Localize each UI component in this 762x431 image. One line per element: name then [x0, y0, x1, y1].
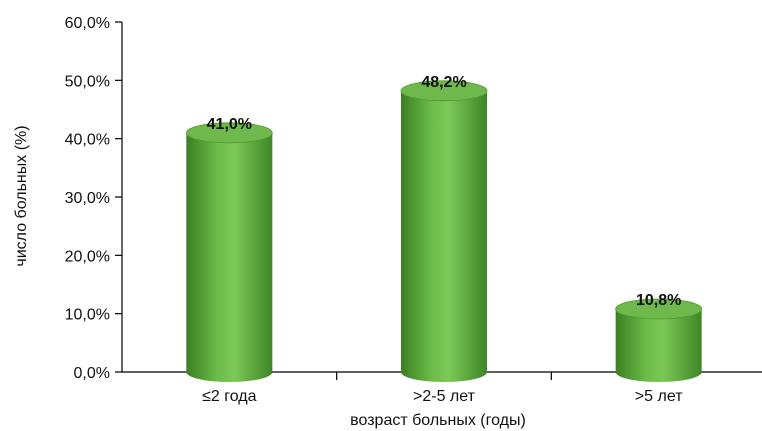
bar-body: [401, 90, 487, 382]
bar-body: [615, 309, 702, 382]
y-tick-label: 40,0%: [65, 132, 110, 149]
bar-top: [615, 298, 703, 320]
x-tick-label: ≤2 года: [202, 388, 256, 405]
bar-top: [400, 80, 488, 102]
x-tick-label: >5 лет: [635, 388, 683, 405]
y-tick-label: 50,0%: [65, 73, 110, 90]
bar-top: [185, 122, 273, 144]
y-ticks: 0,0% 10,0% 20,0% 30,0% 40,0% 50,0% 60,0%: [65, 15, 122, 382]
data-label: 10,8%: [636, 292, 681, 309]
data-labels: 41,0% 48,2% 10,8%: [207, 74, 682, 309]
data-label: 48,2%: [421, 74, 466, 91]
x-ticks: [336, 372, 552, 380]
bar: [400, 80, 488, 382]
bar: [615, 298, 703, 382]
y-axis-title: число больных (%): [13, 125, 30, 266]
y-tick-label: 10,0%: [65, 307, 110, 324]
bars: [185, 80, 703, 382]
y-tick-label: 60,0%: [65, 15, 110, 32]
y-tick-label: 20,0%: [65, 248, 110, 265]
x-tick-labels: ≤2 года >2-5 лет >5 лет: [202, 388, 683, 405]
x-tick-label: >2-5 лет: [413, 388, 476, 405]
x-axis-title: возраст больных (годы): [350, 412, 526, 429]
bar: [185, 122, 273, 382]
y-tick-label: 30,0%: [65, 190, 110, 207]
y-tick-label: 0,0%: [74, 365, 110, 382]
data-label: 41,0%: [207, 116, 252, 133]
bar-body: [186, 132, 273, 382]
